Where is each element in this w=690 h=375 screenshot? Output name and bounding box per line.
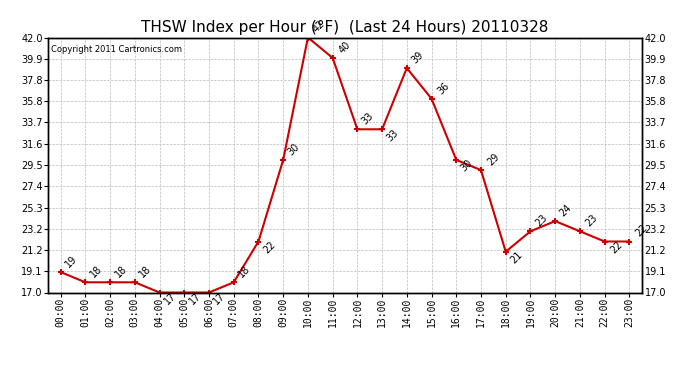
Text: 33: 33 [385,128,401,143]
Text: 17: 17 [187,291,203,306]
Text: 33: 33 [360,111,376,126]
Text: 22: 22 [262,240,277,255]
Text: 18: 18 [137,264,153,279]
Text: 22: 22 [609,240,624,255]
Text: 17: 17 [162,291,178,306]
Text: 36: 36 [435,80,451,96]
Text: 23: 23 [533,213,549,228]
Text: Copyright 2011 Cartronics.com: Copyright 2011 Cartronics.com [51,45,182,54]
Text: 19: 19 [63,254,79,269]
Text: 30: 30 [286,141,302,157]
Title: THSW Index per Hour (°F)  (Last 24 Hours) 20110328: THSW Index per Hour (°F) (Last 24 Hours)… [141,20,549,35]
Text: 21: 21 [509,250,524,266]
Text: 22: 22 [633,223,649,239]
Text: 23: 23 [584,213,600,228]
Text: 29: 29 [485,152,501,167]
Text: 18: 18 [88,264,104,279]
Text: 42: 42 [310,19,326,35]
Text: 17: 17 [212,291,228,306]
Text: 40: 40 [337,39,353,55]
Text: 39: 39 [410,50,425,65]
Text: 18: 18 [113,264,128,279]
Text: 30: 30 [459,158,475,174]
Text: 24: 24 [558,202,574,218]
Text: 18: 18 [237,264,253,279]
